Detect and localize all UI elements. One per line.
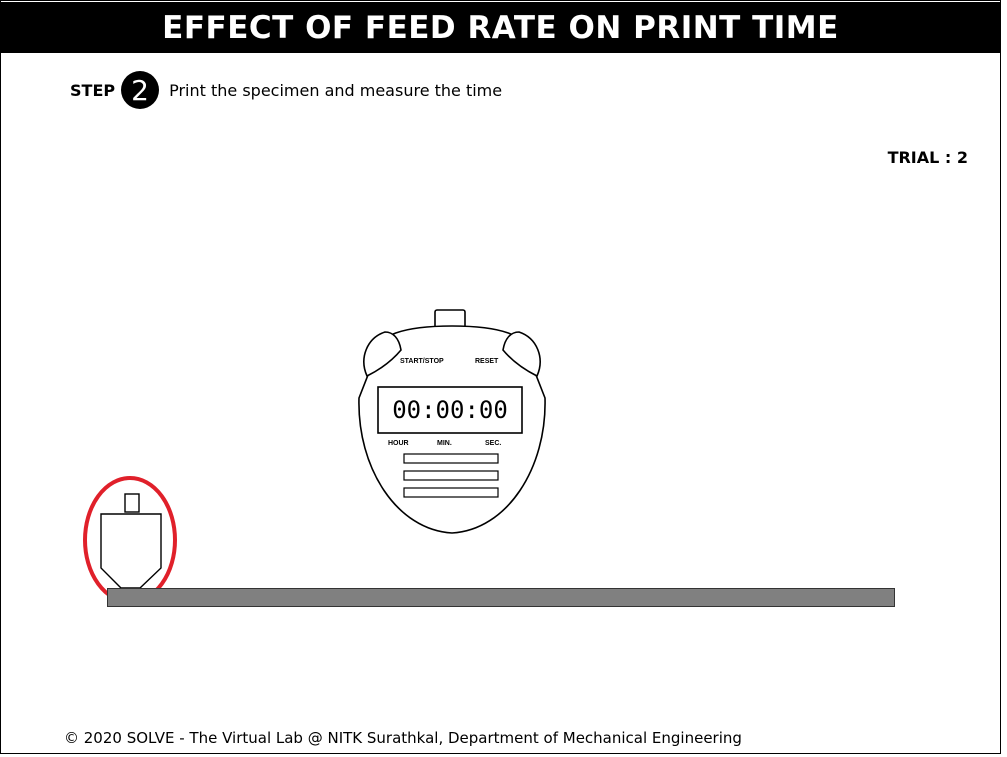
step-number-badge: 2: [121, 71, 160, 109]
print-nozzle[interactable]: [80, 474, 180, 606]
step-instruction: STEP 2 Print the specimen and measure th…: [70, 70, 502, 110]
start-stop-button[interactable]: [363, 331, 402, 378]
footer-copyright: © 2020 SOLVE - The Virtual Lab @ NITK Su…: [64, 729, 742, 747]
stopwatch-bar-1: [403, 453, 499, 464]
step-label: STEP: [70, 80, 116, 100]
stopwatch: [358, 309, 546, 534]
min-label: MIN.: [437, 440, 452, 447]
start-stop-label: START/STOP: [400, 358, 444, 365]
stopwatch-bar-2: [403, 470, 499, 481]
stopwatch-display-frame: [377, 386, 523, 434]
nozzle-body-icon: [100, 513, 162, 589]
nozzle-tip-icon: [124, 493, 140, 513]
trial-counter: TRIAL : 2: [887, 148, 968, 167]
step-text: Print the specimen and measure the time: [169, 80, 503, 100]
stopwatch-bar-3: [403, 487, 499, 498]
print-bed: [107, 588, 895, 607]
reset-label: RESET: [475, 358, 499, 365]
stopwatch-display: 00:00:00: [392, 396, 508, 424]
sec-label: SEC.: [485, 440, 502, 447]
page-title: EFFECT OF FEED RATE ON PRINT TIME: [1, 2, 1000, 53]
hour-label: HOUR: [388, 440, 409, 447]
reset-button[interactable]: [502, 331, 541, 378]
